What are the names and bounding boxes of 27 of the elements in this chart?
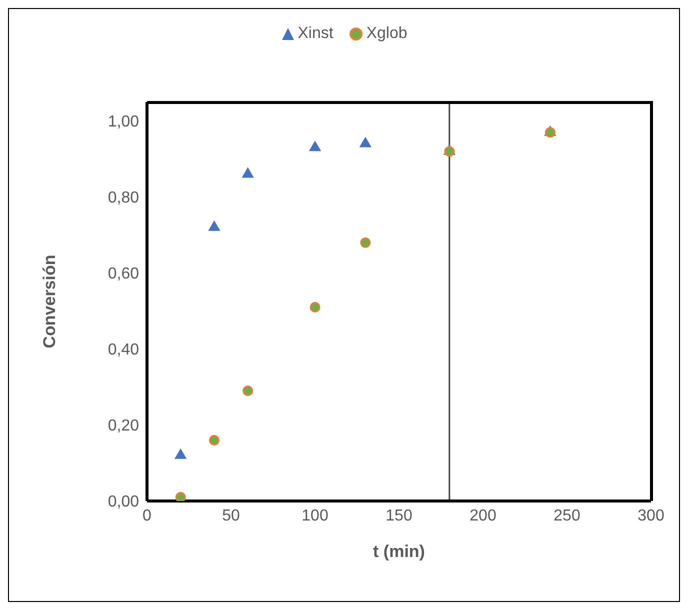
legend-label: Xinst (298, 25, 334, 43)
point (175, 492, 186, 501)
x-tick-label: 250 (554, 507, 580, 524)
y-tick-label: 0,40 (108, 342, 140, 359)
legend-label: Xglob (366, 25, 408, 43)
y-axis-title: Conversión (40, 254, 60, 348)
point (242, 167, 254, 178)
x-axis-title: t (min) (373, 542, 425, 561)
point (310, 302, 320, 312)
y-tick-label: 0,60 (108, 266, 140, 283)
point (208, 220, 220, 231)
x-tick-label: 200 (470, 507, 496, 524)
point (208, 434, 220, 446)
y-tick-label: 1,00 (108, 114, 140, 131)
x-tick-label: 50 (222, 507, 240, 524)
point (360, 237, 371, 248)
x-tick-label: 150 (386, 507, 412, 524)
point (308, 140, 322, 152)
point (174, 448, 187, 459)
x-tick-label: 100 (302, 507, 328, 524)
y-tick-label: 0,20 (108, 418, 140, 435)
y-tick-label: 0,00 (108, 494, 140, 511)
point (242, 386, 254, 396)
x-tick-label: 0 (142, 507, 152, 524)
x-tick-label: 300 (638, 507, 664, 524)
y-tick-label: 0,80 (108, 190, 140, 207)
point (359, 136, 372, 148)
